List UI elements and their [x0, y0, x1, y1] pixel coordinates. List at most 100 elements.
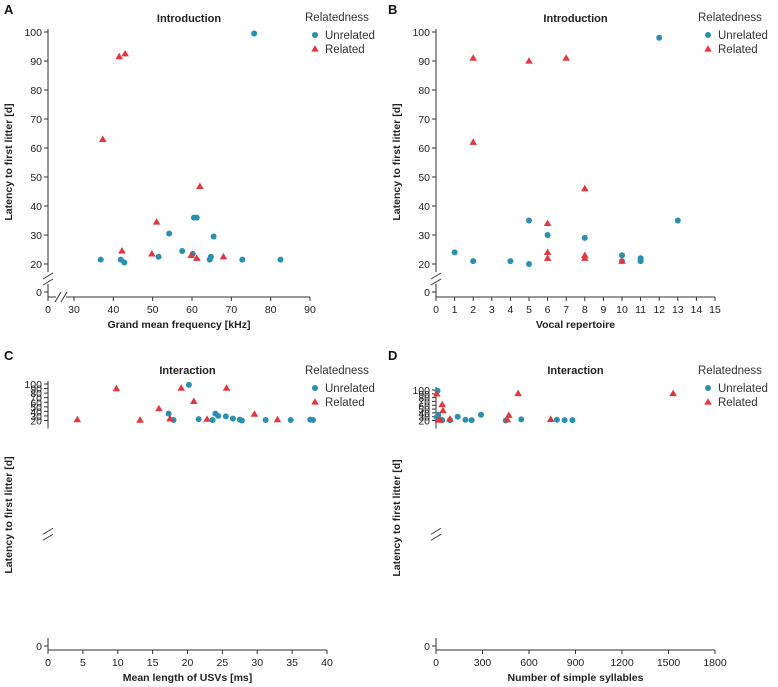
y-tick-label: 50: [30, 402, 42, 414]
y-tick-label: 40: [30, 406, 42, 418]
y-tick-label: 90: [30, 384, 42, 396]
point-related: [118, 247, 126, 254]
x-tick-label: 10: [616, 304, 628, 316]
point-unrelated: [229, 415, 236, 422]
x-tick-label: 0: [45, 304, 51, 316]
point-related: [189, 397, 198, 404]
x-tick-label: 50: [147, 304, 159, 316]
point-related: [514, 389, 522, 397]
point-related: [469, 54, 477, 61]
point-unrelated: [207, 253, 214, 260]
legend: Relatedness Unrelated Related: [305, 365, 375, 409]
legend: Relatedness Unrelated Related: [305, 12, 375, 56]
y-tick-label: 20: [30, 259, 42, 271]
y-tick-label: 70: [30, 114, 42, 126]
axis-break-mark: [42, 527, 54, 535]
x-tick-label: 15: [709, 304, 721, 316]
x-tick-label: 300: [474, 657, 492, 669]
point-unrelated: [553, 416, 560, 423]
x-tick-label: 600: [520, 657, 538, 669]
point-related: [581, 254, 589, 261]
point-related: [543, 254, 552, 261]
x-tick-label: 1200: [610, 657, 634, 669]
point-related: [121, 49, 129, 57]
y-tick-label: 40: [418, 201, 430, 213]
axis-break-mark: [42, 272, 54, 280]
point-unrelated: [185, 381, 192, 388]
x-axis-label: Grand mean frequency [kHz]: [108, 319, 251, 331]
x-tick-label: 70: [225, 304, 237, 316]
point-unrelated: [215, 412, 222, 419]
y-tick-label: 100: [24, 379, 42, 391]
panel-letter: D: [388, 348, 397, 363]
x-axis-label: Mean length of USVs [ms]: [123, 672, 253, 684]
point-related: [543, 219, 552, 227]
legend-label-related: Related: [718, 397, 758, 409]
y-tick-label: 30: [30, 230, 42, 242]
y-tick-label: 0: [36, 287, 42, 299]
legend-title: Relatedness: [698, 365, 762, 377]
y-tick-label: 30: [418, 230, 430, 242]
point-unrelated: [526, 217, 532, 224]
point-unrelated: [569, 417, 576, 424]
x-tick-label: 1: [452, 304, 458, 316]
point-related: [446, 415, 454, 422]
point-related: [219, 252, 228, 260]
x-tick-label: 80: [265, 304, 277, 316]
point-unrelated: [544, 232, 551, 238]
point-related: [546, 415, 555, 423]
y-tick-label: 50: [418, 172, 430, 184]
x-tick-label: 0: [433, 657, 439, 669]
point-related: [203, 415, 211, 422]
legend-title: Relatedness: [698, 12, 762, 24]
y-axis-label: Latency to first litter [d]: [391, 103, 403, 220]
y-tick-label: 30: [30, 411, 42, 423]
y-tick-label: 50: [30, 172, 42, 184]
point-unrelated: [238, 417, 245, 424]
legend-marker-unrelated: [705, 385, 711, 391]
point-related: [73, 415, 82, 423]
x-tick-label: 13: [672, 304, 684, 316]
y-tick-label: 30: [418, 412, 430, 424]
point-related: [505, 411, 513, 418]
point-related: [273, 415, 282, 423]
x-tick-label: 40: [107, 304, 119, 316]
point-related: [112, 384, 121, 392]
point-related: [562, 54, 570, 61]
axis-break-mark: [430, 278, 442, 286]
point-unrelated: [262, 417, 269, 424]
point-related: [436, 416, 444, 423]
point-unrelated: [637, 258, 644, 265]
legend-label-unrelated: Unrelated: [718, 383, 768, 395]
point-related: [525, 57, 533, 64]
point-related: [136, 416, 144, 423]
axis-break-mark: [430, 272, 442, 280]
x-tick-label: 1800: [703, 657, 727, 669]
y-tick-label: 80: [418, 85, 430, 97]
point-unrelated: [462, 416, 469, 423]
point-unrelated: [193, 214, 200, 221]
y-tick-label: 20: [418, 259, 430, 271]
point-unrelated: [165, 410, 172, 417]
point-unrelated: [507, 258, 514, 265]
point-unrelated: [239, 256, 246, 263]
x-tick-label: 5: [80, 657, 86, 669]
axis-break-mark: [54, 291, 62, 303]
legend-marker-unrelated: [312, 385, 318, 391]
x-tick-label: 0: [433, 304, 439, 316]
legend-label-unrelated: Unrelated: [325, 30, 375, 42]
axis-break-mark: [430, 533, 442, 541]
y-tick-label: 100: [412, 27, 430, 39]
y-tick-label: 0: [424, 287, 430, 299]
point-related: [669, 389, 677, 397]
chart-title: Introduction: [543, 13, 607, 25]
y-tick-label: 60: [418, 143, 430, 155]
y-tick-label: 20: [418, 416, 430, 428]
legend: Relatedness Unrelated Related: [698, 12, 768, 56]
panel-letter: C: [4, 348, 14, 363]
legend-marker-unrelated: [312, 32, 318, 38]
point-related: [250, 410, 259, 417]
y-tick-label: 80: [30, 388, 42, 400]
chart-panel-a: A Introduction 0 20 30 40 50 60 70 80 90 100 0 30 40 50…: [3, 2, 375, 331]
